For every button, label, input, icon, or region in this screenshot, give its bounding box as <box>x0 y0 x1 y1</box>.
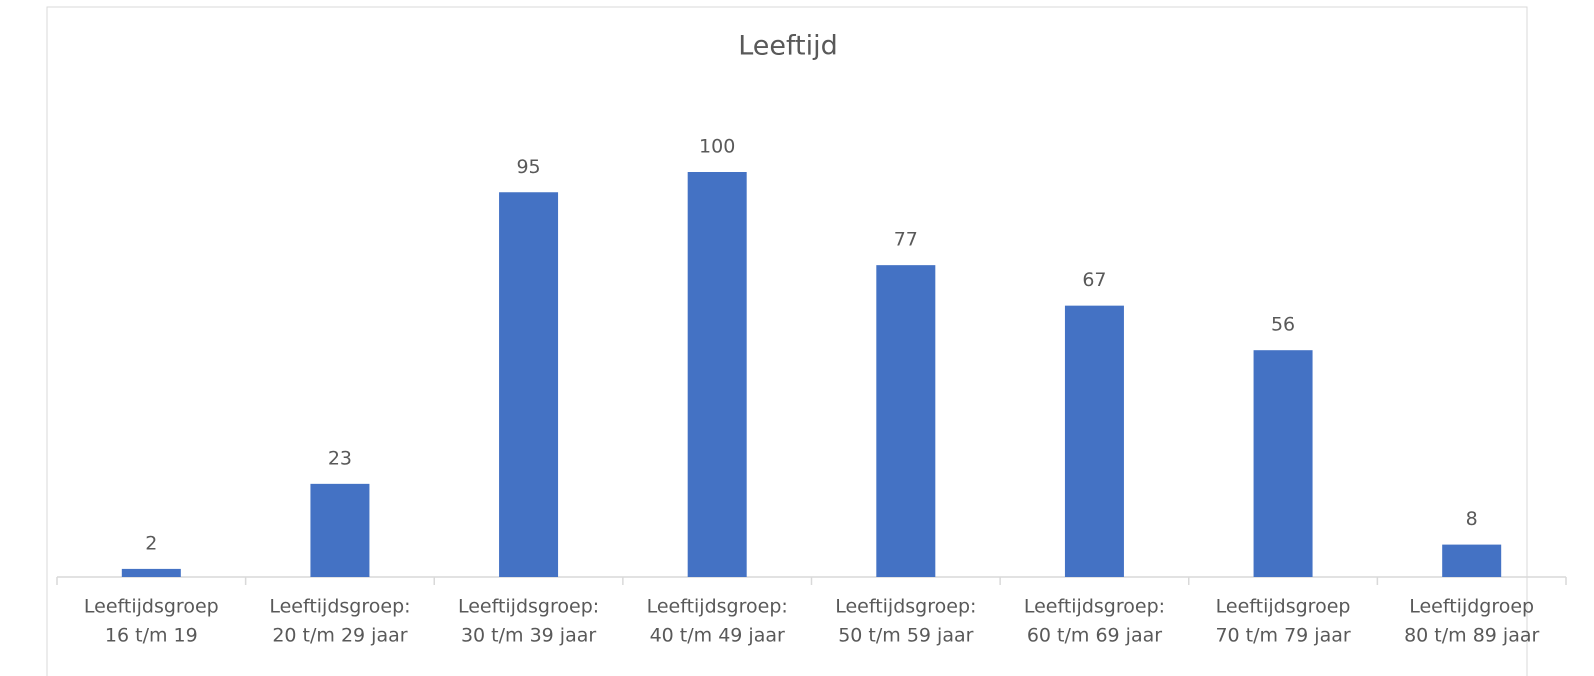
bar <box>1253 350 1313 577</box>
bar <box>1442 544 1502 577</box>
x-tick-label: Leeftijdsgroep: <box>458 596 599 618</box>
x-tick-label: Leeftijdsgroep: <box>835 596 976 618</box>
value-label: 8 <box>1466 508 1478 530</box>
value-label: 77 <box>894 229 918 251</box>
x-tick-label: Leeftijdsgroep: <box>1024 596 1165 618</box>
x-tick-label: Leeftijdgroep <box>1409 596 1534 618</box>
x-tick-label: 80 t/m 89 jaar <box>1404 625 1539 647</box>
x-tick-label: 20 t/m 29 jaar <box>272 625 407 647</box>
value-label: 2 <box>145 532 157 554</box>
x-tick-label: Leeftijdsgroep <box>84 596 219 618</box>
value-label: 100 <box>699 136 735 158</box>
x-tick-label: Leeftijdsgroep: <box>647 596 788 618</box>
x-tick-label: 30 t/m 39 jaar <box>461 625 596 647</box>
x-tick-label: 70 t/m 79 jaar <box>1215 625 1350 647</box>
bar <box>121 568 181 577</box>
x-tick-label: 40 t/m 49 jaar <box>650 625 785 647</box>
x-tick-label: 16 t/m 19 <box>105 625 198 647</box>
value-label: 23 <box>328 447 352 469</box>
x-tick-label: Leeftijdsgroep <box>1216 596 1351 618</box>
chart-title: Leeftijd <box>738 31 838 62</box>
x-tick-label: Leeftijdsgroep: <box>269 596 410 618</box>
bar <box>687 172 747 577</box>
bar <box>499 192 559 577</box>
bar <box>310 483 370 577</box>
value-label: 56 <box>1271 314 1295 336</box>
x-tick-label: 60 t/m 69 jaar <box>1027 625 1162 647</box>
chart-frame <box>46 6 1528 676</box>
bar <box>876 265 936 577</box>
value-label: 67 <box>1082 269 1106 291</box>
x-tick-label: 50 t/m 59 jaar <box>838 625 973 647</box>
bar <box>1064 305 1124 577</box>
value-label: 95 <box>516 156 540 178</box>
